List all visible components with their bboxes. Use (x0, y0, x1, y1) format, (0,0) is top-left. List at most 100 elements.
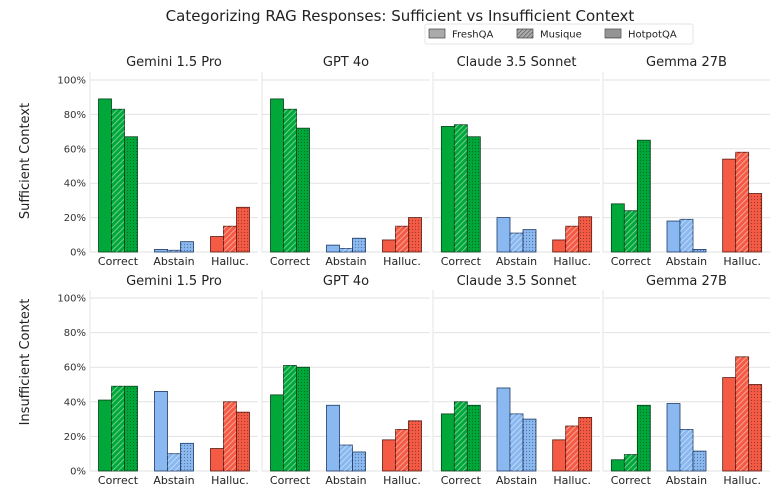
x-tick-label: Halluc. (723, 474, 761, 487)
x-tick-label: Correct (441, 474, 482, 487)
bar-halluc-musique-pattern (395, 226, 409, 252)
bar-abstain-hotpotqa-pattern (352, 451, 366, 471)
bar-halluc-freshqa (552, 239, 567, 253)
x-tick-label: Correct (270, 255, 311, 268)
y-tick-label: 0% (70, 467, 86, 478)
x-tick-label: Correct (98, 255, 139, 268)
bar-correct-musique-pattern (111, 386, 125, 471)
x-tick-label: Correct (98, 474, 139, 487)
bar-halluc-musique-pattern (735, 152, 749, 252)
bar-abstain-freshqa (666, 403, 681, 472)
panel-insufficient-context-gemma-27b: Gemma 27B Correct Abstain Halluc. (602, 274, 770, 487)
row-label-sufficient: Sufficient Context (18, 103, 33, 219)
y-tick-label: 60% (64, 363, 86, 374)
bar-correct-musique-pattern (283, 109, 297, 253)
y-tick-label: 40% (64, 397, 86, 408)
x-tick-label: Correct (441, 255, 482, 268)
bar-halluc-musique-pattern (223, 226, 237, 252)
bar-abstain-musique-pattern (339, 445, 353, 471)
x-tick-label: Halluc. (553, 474, 591, 487)
y-tick-label: 100% (57, 294, 86, 305)
panel-title: GPT 4o (323, 55, 369, 70)
bar-correct-freshqa (98, 399, 112, 472)
bar-abstain-musique-pattern (510, 413, 523, 471)
y-tick-label: 40% (64, 179, 86, 190)
bar-halluc-hotpotqa-pattern (578, 216, 592, 252)
bar-abstain-freshqa (326, 244, 340, 253)
x-tick-label: Halluc. (383, 474, 421, 487)
x-tick-label: Abstain (325, 255, 366, 268)
bar-halluc-hotpotqa-pattern (748, 193, 762, 252)
bar-correct-musique-pattern (454, 124, 468, 252)
bar-correct-freshqa (270, 98, 284, 253)
bar-abstain-freshqa (666, 220, 681, 253)
x-tick-label: Halluc. (383, 255, 421, 268)
legend-frame (424, 23, 694, 45)
bar-correct-hotpotqa-pattern (637, 140, 651, 252)
bar-halluc-musique-pattern (395, 429, 409, 471)
panel-insufficient-context-claude-3-5-sonnet: Claude 3.5 Sonnet Correct Abstain Halluc. (432, 274, 600, 487)
bar-correct-hotpotqa-pattern (296, 367, 310, 471)
x-tick-label: Correct (611, 474, 652, 487)
bar-halluc-freshqa (382, 239, 396, 253)
panel-title: Gemini 1.5 Pro (126, 274, 222, 289)
y-tick-label: 80% (64, 110, 86, 121)
bar-abstain-freshqa (326, 404, 340, 472)
bar-correct-hotpotqa-pattern (637, 405, 651, 471)
bar-correct-hotpotqa-pattern (296, 128, 310, 252)
bar-halluc-musique-pattern (223, 401, 237, 471)
bar-correct-musique-pattern (283, 365, 297, 471)
legend: FreshQA Musique HotpotQA (424, 23, 694, 45)
bar-halluc-freshqa (722, 158, 737, 253)
bar-correct-freshqa (610, 459, 625, 472)
bar-halluc-freshqa (722, 377, 737, 472)
x-tick-label: Correct (611, 255, 652, 268)
y-tick-label: 20% (64, 213, 86, 224)
bar-halluc-hotpotqa-pattern (408, 217, 422, 252)
bar-halluc-freshqa (210, 236, 224, 253)
bar-abstain-hotpotqa-pattern (693, 451, 706, 471)
bar-halluc-hotpotqa-pattern (236, 207, 250, 252)
bar-correct-freshqa (610, 203, 625, 253)
bar-correct-musique-pattern (454, 401, 468, 471)
panel-title: Gemini 1.5 Pro (126, 55, 222, 70)
bar-halluc-freshqa (382, 439, 396, 472)
bar-abstain-hotpotqa-pattern (693, 249, 706, 252)
y-tick-label: 20% (64, 432, 86, 443)
y-tick-label: 100% (57, 76, 86, 87)
x-tick-label: Abstain (325, 474, 366, 487)
x-tick-label: Abstain (153, 255, 194, 268)
bar-correct-freshqa (440, 413, 455, 472)
bar-correct-freshqa (440, 126, 455, 253)
panel-sufficient-context-gemma-27b: Gemma 27B Correct Abstain Halluc. (602, 55, 770, 268)
bar-correct-hotpotqa-pattern (124, 386, 138, 471)
legend-swatch-freshqa (428, 28, 446, 39)
x-tick-label: Abstain (666, 255, 707, 268)
bar-correct-hotpotqa-pattern (467, 136, 481, 252)
bar-halluc-musique-pattern (735, 356, 749, 471)
panel-insufficient-context-gpt-4o: GPT 4o Correct Abstain Halluc. (261, 274, 430, 487)
bar-halluc-hotpotqa-pattern (748, 384, 762, 471)
x-tick-label: Halluc. (211, 255, 249, 268)
x-tick-label: Abstain (666, 474, 707, 487)
panel-title: GPT 4o (323, 274, 369, 289)
bar-correct-freshqa (98, 98, 112, 253)
bar-abstain-musique-pattern (510, 233, 523, 252)
bar-abstain-musique-pattern (167, 453, 181, 471)
panel-sufficient-context-gemini-1-5-pro: 0% 20% 40% 60% 80% 100% Gemini 1.5 Pro Correct A… (57, 55, 258, 268)
legend-label-hotpotqa: HotpotQA (628, 30, 677, 41)
bar-abstain-musique-pattern (680, 429, 693, 471)
legend-label-musique: Musique (540, 30, 582, 41)
bar-correct-hotpotqa-pattern (467, 405, 481, 471)
bar-correct-musique-pattern (111, 109, 125, 253)
panel-sufficient-context-gpt-4o: GPT 4o Correct Abstain Halluc. (261, 55, 430, 268)
bar-correct-musique-pattern (624, 210, 638, 252)
bar-halluc-hotpotqa-pattern (236, 412, 250, 471)
legend-label-freshqa: FreshQA (452, 30, 493, 41)
bar-abstain-freshqa (496, 387, 511, 472)
bar-halluc-hotpotqa-pattern (408, 420, 422, 471)
bar-halluc-musique-pattern (565, 426, 579, 471)
bar-correct-hotpotqa-pattern (124, 136, 138, 252)
bar-abstain-freshqa (496, 217, 511, 253)
